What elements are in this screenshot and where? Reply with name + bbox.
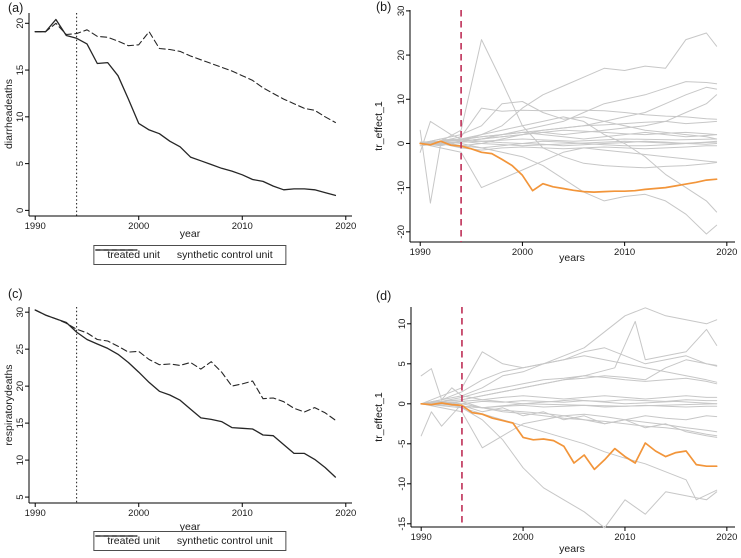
svg-text:-15: -15 (397, 517, 408, 531)
panel-d-label: (d) (376, 289, 392, 303)
panel-c-x-axis-title: year (179, 521, 201, 533)
legend-label-treated: treated unit (107, 249, 160, 261)
legend-label-synthetic: synthetic control unit (176, 249, 273, 261)
svg-text:-20: -20 (396, 225, 407, 239)
svg-text:1990: 1990 (411, 532, 432, 543)
chart-svg-b: -20 -10 0 10 20 30 1990 2000 2010 2020 (396, 6, 737, 258)
svg-text:-10: -10 (397, 477, 408, 491)
chart-svg-d: -15 -10 -5 0 5 10 1990 2000 2010 2020 (397, 307, 737, 543)
svg-text:2000: 2000 (128, 508, 149, 519)
svg-text:5: 5 (15, 161, 26, 166)
svg-text:15: 15 (15, 418, 26, 429)
panel-b-label: (b) (376, 0, 392, 14)
svg-text:30: 30 (15, 307, 26, 318)
svg-text:2010: 2010 (614, 247, 635, 258)
panel-a-label: (a) (8, 1, 24, 15)
svg-text:2010: 2010 (232, 221, 253, 232)
svg-text:2020: 2020 (716, 247, 737, 258)
panel-a-x-axis-title: year (179, 228, 201, 240)
svg-text:2000: 2000 (513, 532, 534, 543)
chart-svg-a: 0 5 10 15 20 1990 2000 2010 2020 (15, 13, 356, 232)
svg-text:2020: 2020 (335, 508, 356, 519)
svg-text:1990: 1990 (410, 247, 431, 258)
svg-text:2010: 2010 (614, 532, 635, 543)
panel-a-legend: treated unit synthetic control unit (93, 245, 287, 265)
panel-c-legend: treated unit synthetic control unit (93, 531, 287, 551)
legend-item-synthetic: synthetic control unit (95, 535, 273, 547)
panel-d-x-axis-title: years (559, 543, 585, 555)
svg-text:2000: 2000 (512, 247, 533, 258)
svg-text:25: 25 (15, 344, 26, 355)
svg-text:15: 15 (15, 65, 26, 76)
svg-text:20: 20 (396, 50, 407, 61)
panel-a-outcome-chart: 0 5 10 15 20 1990 2000 2010 2020 (a) diarrheadea… (0, 0, 370, 279)
panel-c-y-axis-title: respiratorydeaths (3, 364, 15, 446)
panel-c-label: (c) (8, 287, 23, 301)
panel-c-outcome-chart: 5 10 15 20 25 30 1990 2000 2010 2020 (c) respirat… (0, 279, 370, 558)
svg-text:0: 0 (15, 208, 26, 213)
svg-text:5: 5 (15, 494, 26, 499)
svg-text:2020: 2020 (716, 532, 737, 543)
synthetic-line-swatch-icon (95, 535, 138, 537)
svg-text:30: 30 (396, 6, 407, 17)
legend-label-synthetic: synthetic control unit (176, 535, 273, 547)
panel-a-y-axis-title: diarrheadeaths (3, 78, 15, 150)
svg-text:2020: 2020 (335, 221, 356, 232)
svg-text:2000: 2000 (128, 221, 149, 232)
panel-b-x-axis-title: years (559, 252, 585, 264)
chart-svg-c: 5 10 15 20 25 30 1990 2000 2010 2020 (15, 307, 356, 519)
legend-item-synthetic: synthetic control unit (95, 249, 273, 261)
svg-text:0: 0 (397, 401, 408, 406)
svg-text:0: 0 (396, 141, 407, 146)
svg-text:2010: 2010 (232, 508, 253, 519)
svg-text:-5: -5 (397, 440, 408, 448)
legend-label-treated: treated unit (107, 535, 160, 547)
svg-text:1990: 1990 (25, 221, 46, 232)
panel-b-effect-chart: -20 -10 0 10 20 30 1990 2000 2010 2020 (b) tr_eff… (370, 0, 741, 279)
synthetic-line-swatch-icon (95, 249, 138, 251)
panel-d-y-axis-title: tr_effect_1 (373, 392, 385, 442)
panel-d-effect-chart: -15 -10 -5 0 5 10 1990 2000 2010 2020 (d) tr_effe… (370, 279, 741, 558)
panel-b-y-axis-title: tr_effect_1 (373, 101, 385, 151)
svg-text:10: 10 (397, 319, 408, 330)
svg-text:20: 20 (15, 18, 26, 29)
svg-text:5: 5 (397, 361, 408, 366)
svg-text:-10: -10 (396, 181, 407, 195)
svg-text:1990: 1990 (25, 508, 46, 519)
svg-text:20: 20 (15, 381, 26, 392)
svg-text:10: 10 (15, 455, 26, 466)
svg-text:10: 10 (396, 94, 407, 105)
svg-text:10: 10 (15, 112, 26, 123)
